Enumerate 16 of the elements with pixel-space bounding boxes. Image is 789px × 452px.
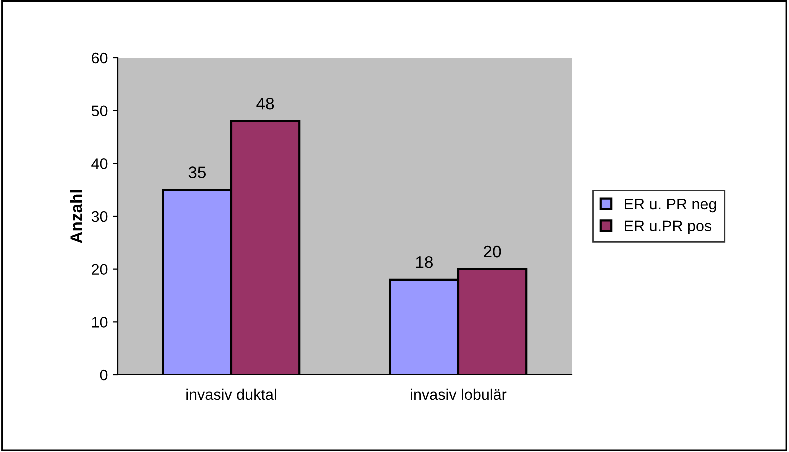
y-tick-label: 0 bbox=[100, 370, 108, 381]
data-label: 20 bbox=[484, 246, 502, 258]
x-tick-label: invasiv lobulär bbox=[411, 388, 507, 400]
data-label: 18 bbox=[416, 256, 433, 268]
y-tick-label: 30 bbox=[92, 211, 108, 222]
y-tick-label: 50 bbox=[92, 106, 108, 117]
data-label: 35 bbox=[188, 166, 206, 178]
y-tick-label: 40 bbox=[92, 158, 108, 170]
y-tick-label: 20 bbox=[92, 264, 108, 276]
legend-label: ER u.PR pos bbox=[625, 220, 712, 235]
legend-label: ER u. PR neg bbox=[625, 199, 716, 213]
y-tick-label: 10 bbox=[92, 317, 108, 328]
data-label: 48 bbox=[256, 98, 274, 110]
x-tick-label: invasiv duktal bbox=[186, 388, 276, 400]
y-axis-title: Anzahl bbox=[70, 190, 82, 244]
y-tick-label: 60 bbox=[92, 52, 108, 64]
